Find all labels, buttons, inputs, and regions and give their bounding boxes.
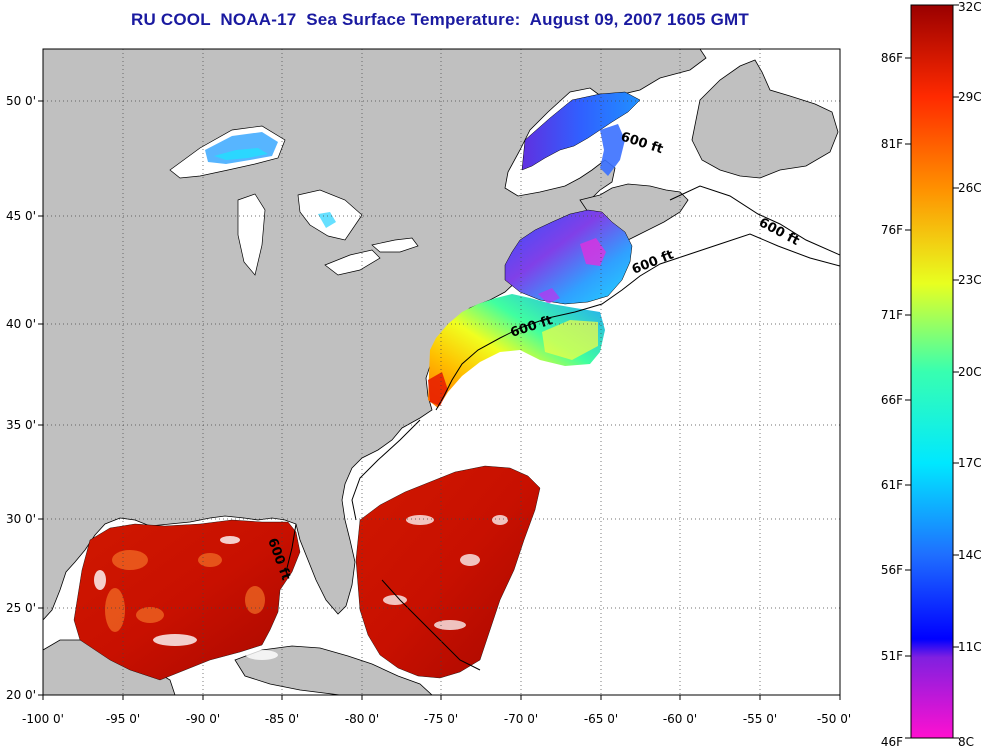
lat-label: 25 0'	[6, 601, 36, 615]
lat-label: 30 0'	[6, 512, 36, 526]
colorbar-f-label: 61F	[881, 478, 903, 492]
colorbar-c-label: 8C	[958, 735, 974, 749]
lon-label: -75 0'	[424, 712, 458, 726]
lon-label: -50 0'	[817, 712, 851, 726]
gulf-of-mexico-cloud-gaps	[94, 536, 278, 660]
colorbar-c-label: 20C	[958, 365, 982, 379]
lat-label: 35 0'	[6, 418, 36, 432]
atlantic-cloud-gaps	[383, 515, 508, 630]
lon-label: -55 0'	[743, 712, 777, 726]
colorbar-c-label: 32C	[958, 0, 982, 14]
latitude-labels: 50 0' 45 0' 40 0' 35 0' 30 0' 25 0' 20 0…	[6, 94, 36, 702]
gulf-of-maine-sst	[504, 209, 633, 305]
gulf-of-maine-magenta	[580, 238, 606, 266]
axis-ticks	[38, 100, 841, 700]
lat-label: 50 0'	[6, 94, 36, 108]
land-north-america	[43, 49, 707, 621]
lon-label: -80 0'	[345, 712, 379, 726]
colorbar-f-label: 46F	[881, 735, 903, 749]
lon-label: -60 0'	[663, 712, 697, 726]
colorbar-f-label: 86F	[881, 51, 903, 65]
lon-label: -65 0'	[584, 712, 618, 726]
colorbar-f-label: 66F	[881, 393, 903, 407]
color-bar-scale	[910, 4, 954, 739]
colorbar-c-label: 17C	[958, 456, 982, 470]
colorbar-c-label: 11C	[958, 640, 982, 654]
color-bar: 86F 81F 76F 71F 66F 61F 56F 51F 46F 32C …	[881, 0, 982, 749]
colorbar-c-label: 29C	[958, 90, 982, 104]
land-cuba	[234, 645, 433, 695]
colorbar-c-label: 26C	[958, 181, 982, 195]
lat-label: 45 0'	[6, 209, 36, 223]
lon-label: -85 0'	[265, 712, 299, 726]
isobath-600ft	[285, 185, 840, 671]
longitude-labels: -100 0' -95 0' -90 0' -85 0' -80 0' -75 …	[22, 712, 851, 726]
lon-label: -90 0'	[186, 712, 220, 726]
map-area: 600 ft 600 ft 600 ft 600 ft 600 ft	[43, 49, 840, 695]
graticule	[43, 49, 840, 695]
lon-label: -95 0'	[106, 712, 140, 726]
gulf-st-lawrence-sst	[521, 91, 641, 171]
map-title: RU COOL NOAA-17 Sea Surface Temperature:…	[131, 10, 749, 29]
lon-label: -100 0'	[22, 712, 64, 726]
colorbar-c-label: 23C	[958, 273, 982, 287]
colorbar-f-label: 71F	[881, 308, 903, 322]
slope-yellow-sst	[542, 320, 598, 360]
colorbar-f-label: 81F	[881, 137, 903, 151]
gulf-of-maine-magenta-2	[538, 288, 560, 304]
gulf-st-lawrence-sst-east	[600, 124, 625, 176]
colorbar-f-label: 76F	[881, 223, 903, 237]
land-newfoundland	[691, 59, 839, 179]
colorbar-c-label: 14C	[958, 548, 982, 562]
colorbar-f-label: 51F	[881, 649, 903, 663]
lake-superior-sst-cyan	[214, 148, 268, 160]
gulf-of-mexico-hotspots	[105, 550, 265, 632]
colorbar-f-label: 56F	[881, 563, 903, 577]
lat-label: 40 0'	[6, 317, 36, 331]
lon-label: -70 0'	[504, 712, 538, 726]
lat-label: 20 0'	[6, 688, 36, 702]
mid-atlantic-shelf-sst	[428, 294, 605, 408]
